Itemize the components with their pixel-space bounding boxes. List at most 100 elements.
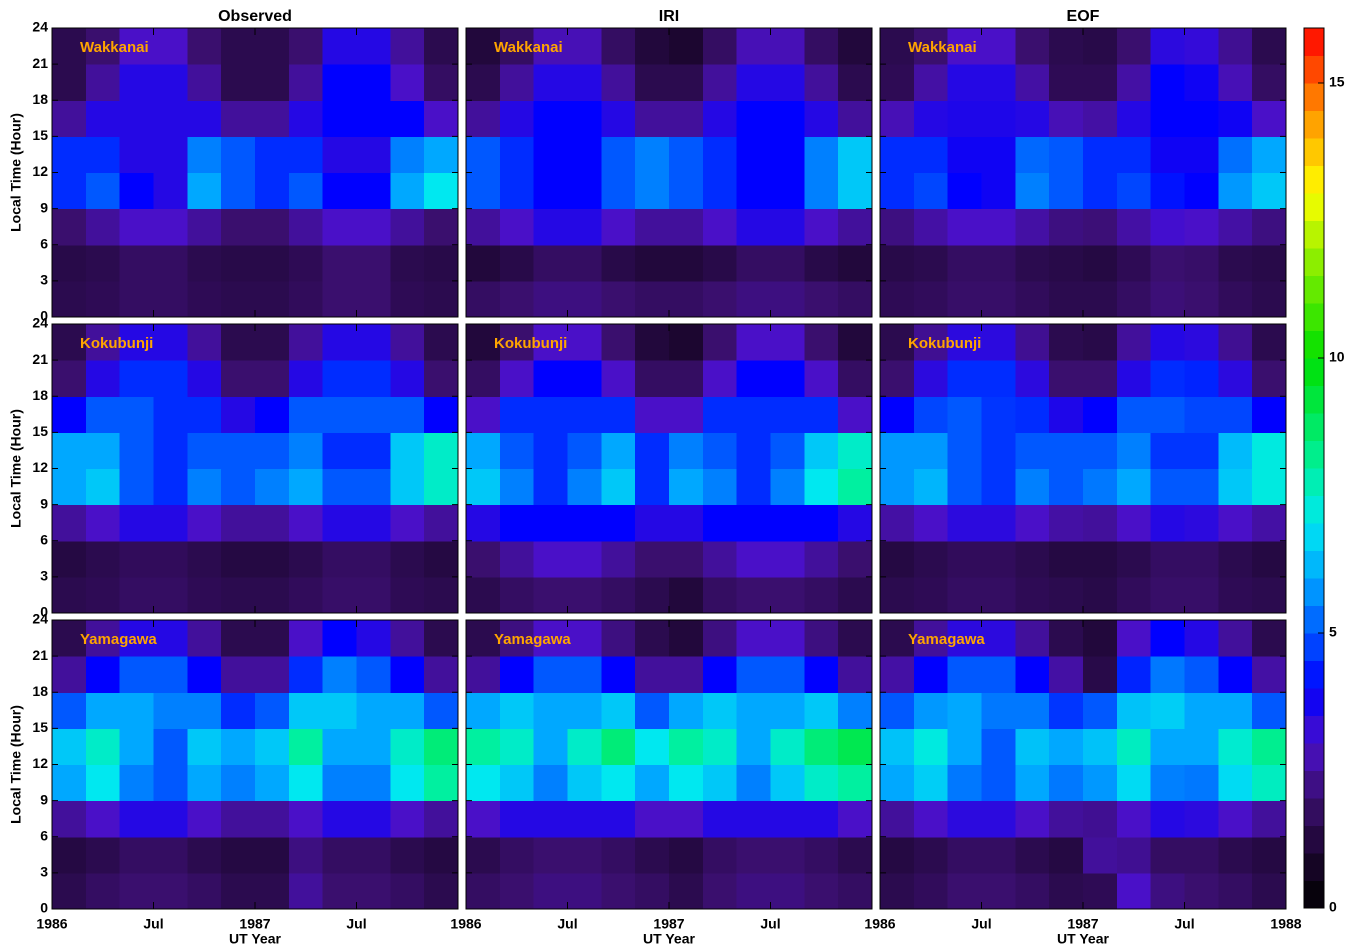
heatmap-cell xyxy=(1015,764,1050,802)
x-tick-label: 1986 xyxy=(450,916,481,932)
x-tick-label: Jul xyxy=(1174,916,1194,932)
heatmap-cell xyxy=(187,28,222,65)
heatmap-cell xyxy=(390,208,425,246)
colorbar-tick-label: 10 xyxy=(1329,349,1345,365)
heatmap-cell xyxy=(736,28,771,65)
heatmap-cell xyxy=(85,764,121,802)
heatmap-cell xyxy=(52,208,87,246)
heatmap-cell xyxy=(702,656,738,693)
heatmap-cell xyxy=(1015,620,1050,657)
heatmap-cell xyxy=(567,800,602,838)
heatmap-cell xyxy=(838,396,873,433)
heatmap-cell xyxy=(85,728,121,765)
heatmap-cell xyxy=(255,764,290,802)
heatmap-cell xyxy=(1218,208,1253,246)
heatmap-cell xyxy=(52,136,87,173)
heatmap-cell xyxy=(424,432,459,469)
heatmap-cell xyxy=(1049,28,1084,65)
heatmap-cell xyxy=(804,764,839,802)
heatmap-cell xyxy=(1252,208,1287,246)
y-tick-label: 18 xyxy=(32,683,48,699)
heatmap-cell xyxy=(1015,728,1050,765)
heatmap-cell xyxy=(880,28,915,65)
heatmap-cell xyxy=(85,692,121,729)
heatmap-cell xyxy=(601,728,636,765)
heatmap-cell xyxy=(52,172,87,210)
heatmap-cell xyxy=(702,172,738,210)
heatmap-cell xyxy=(635,432,670,469)
heatmap-cell xyxy=(85,872,121,910)
heatmap-cell xyxy=(880,656,915,693)
x-tick-label: Jul xyxy=(346,916,366,932)
heatmap-cell xyxy=(1150,656,1185,693)
heatmap-cell xyxy=(567,172,602,210)
heatmap-cell xyxy=(322,764,357,802)
y-tick-label: 0 xyxy=(40,604,48,620)
heatmap-cell xyxy=(947,576,982,614)
column-title: Observed xyxy=(218,8,292,25)
heatmap-cell xyxy=(52,504,87,542)
heatmap-cell xyxy=(981,540,1016,578)
heatmap-cell xyxy=(947,764,982,802)
heatmap-cell xyxy=(880,800,915,838)
heatmap-cell xyxy=(981,136,1016,173)
heatmap-cell xyxy=(1252,728,1287,765)
heatmap-cell xyxy=(221,244,256,282)
heatmap-cell xyxy=(601,836,636,874)
heatmap-cell xyxy=(1218,432,1253,469)
heatmap-cell xyxy=(153,540,188,578)
y-tick-label: 21 xyxy=(32,351,48,367)
heatmap-cell xyxy=(390,396,425,433)
heatmap-cell xyxy=(356,872,391,910)
heatmap-cell xyxy=(466,360,501,397)
heatmap-cell xyxy=(533,360,568,397)
heatmap-cell xyxy=(1252,540,1287,578)
heatmap-cell xyxy=(1150,836,1185,874)
colorbar-step xyxy=(1304,138,1324,166)
heatmap-cell xyxy=(1116,620,1152,657)
heatmap-cell xyxy=(1218,728,1253,765)
heatmap-cell xyxy=(567,836,602,874)
heatmap-cell xyxy=(255,324,290,361)
heatmap-cell xyxy=(1184,100,1219,137)
heatmap-cell xyxy=(52,468,87,506)
heatmap-cell xyxy=(770,360,805,397)
heatmap-cell xyxy=(635,100,670,137)
heatmap-cell xyxy=(1252,800,1287,838)
heatmap-cell xyxy=(255,576,290,614)
station-label: Kokubunji xyxy=(908,335,981,352)
heatmap-cell xyxy=(1015,244,1050,282)
heatmap-cell xyxy=(1252,360,1287,397)
heatmap-cell xyxy=(119,692,154,729)
heatmap-cell xyxy=(1049,64,1084,101)
heatmap-cell xyxy=(533,100,568,137)
heatmap-cell xyxy=(356,324,391,361)
heatmap-cell xyxy=(736,800,771,838)
heatmap-cell xyxy=(466,692,501,729)
heatmap-cell xyxy=(424,100,459,137)
heatmap-cell xyxy=(947,172,982,210)
heatmap-cell xyxy=(187,576,222,614)
heatmap-cell xyxy=(736,396,771,433)
heatmap-cell xyxy=(702,728,738,765)
heatmap-cell xyxy=(1150,764,1185,802)
heatmap-cell xyxy=(913,244,949,282)
heatmap-cell xyxy=(52,692,87,729)
heatmap-cell xyxy=(1049,872,1084,910)
heatmap-cell xyxy=(1252,656,1287,693)
heatmap-cell xyxy=(424,800,459,838)
heatmap-cell xyxy=(1049,208,1084,246)
y-tick-label: 15 xyxy=(32,423,48,439)
heatmap-cell xyxy=(322,100,357,137)
heatmap-cell xyxy=(1015,136,1050,173)
heatmap-cell xyxy=(356,800,391,838)
heatmap-cell xyxy=(838,620,873,657)
heatmap-cell xyxy=(424,468,459,506)
heatmap-cell xyxy=(567,360,602,397)
heatmap-cell xyxy=(499,836,535,874)
colorbar-step xyxy=(1304,550,1324,579)
colorbar-step xyxy=(1304,578,1324,606)
heatmap-cell xyxy=(913,504,949,542)
heatmap-cell xyxy=(1150,244,1185,282)
heatmap-cell xyxy=(981,656,1016,693)
